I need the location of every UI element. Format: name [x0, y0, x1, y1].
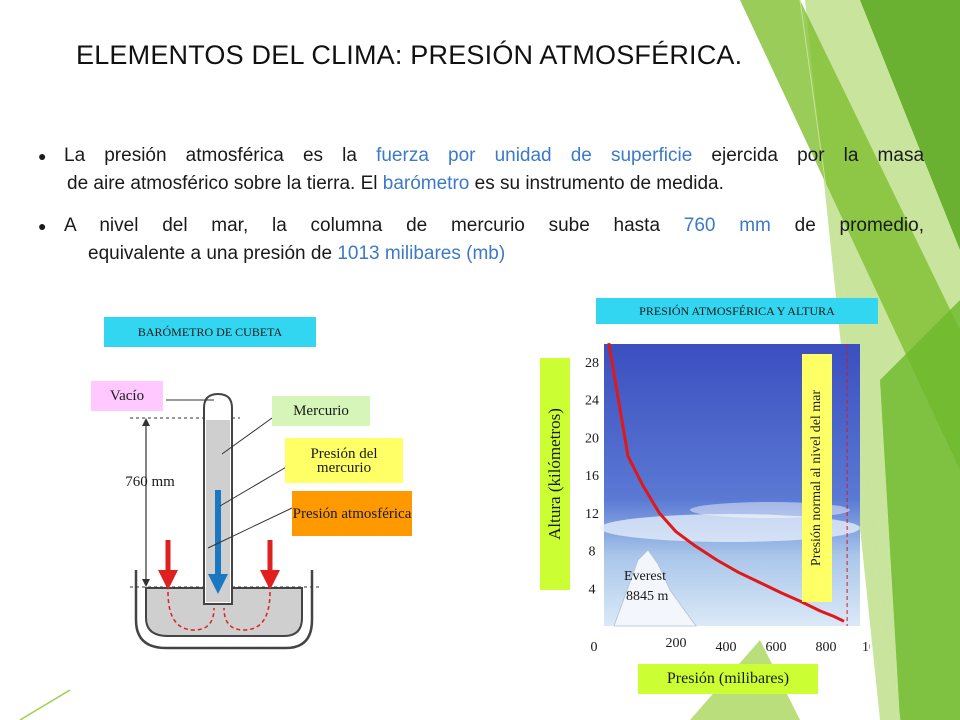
mountain-everest [613, 549, 697, 627]
text: de promedio, [770, 215, 925, 236]
y-axis-label: Altura (kilómetros) [545, 408, 564, 540]
label-presion-atmosferica: Presión atmosférica [292, 491, 412, 536]
arrow-down-icon [142, 579, 150, 587]
x-tick-label: 800 [816, 640, 837, 655]
y-tick-label: 4 [589, 582, 596, 597]
barometer-diagram [130, 392, 320, 650]
reference-label: Presión normal al nivel del mar [809, 389, 824, 567]
bullet-1-line-1: La presión atmosférica es la fuerza por … [64, 142, 924, 170]
text: La presión atmosférica es la [64, 145, 377, 166]
label-presion-mercurio: Presión del mercurio [285, 438, 403, 483]
text: equivalente a una presión de [88, 243, 338, 264]
y-tick-label: 16 [585, 469, 599, 484]
y-tick-label: 24 [585, 394, 599, 409]
x-tick-label: 400 [716, 640, 737, 655]
highlight-text: 760 mm [683, 215, 771, 236]
highlight-text: fuerza por unidad de superficie [376, 145, 693, 166]
leader-presion-mercurio [219, 465, 289, 507]
leader-mercurio [221, 417, 273, 455]
text: ejercida por la masa [692, 145, 925, 166]
page-title: ELEMENTOS DEL CLIMA: PRESIÓN ATMOSFÉRICA… [76, 40, 743, 70]
bullet-1-line-2: de aire atmosférico sobre la tierra. El … [64, 170, 924, 198]
mercury-basin [145, 587, 303, 637]
label-mercurio: Mercurio [272, 396, 370, 426]
text: es su instrumento de medida. [469, 173, 724, 194]
text: A nivel del mar, la columna de mercurio … [64, 215, 684, 236]
y-tick-label: 20 [585, 431, 599, 446]
y-axis-label-box: Altura (kilómetros) [540, 358, 570, 590]
y-tick-label: 28 [585, 356, 599, 371]
barometer-title: BARÓMETRO DE CUBETA [104, 317, 316, 347]
highlight-text: 1013 milibares (mb) [337, 243, 506, 264]
chart-title: PRESIÓN ATMOSFÉRICA Y ALTURA [596, 298, 878, 324]
basin-outline [134, 570, 314, 650]
x-tick-group: 0 200 400 600 800 1000 [591, 636, 871, 655]
flow-left [167, 591, 215, 631]
reference-label-box: Presión normal al nivel del mar [802, 354, 832, 602]
bullet-2-line-2: equivalente a una presión de 1013 miliba… [64, 240, 924, 268]
red-arrow-left-icon [158, 570, 178, 590]
bullet-2: ● A nivel del mar, la columna de mercuri… [38, 212, 924, 268]
label-vacio: Vacío [91, 381, 163, 411]
y-tick-group: 4 8 12 16 20 24 28 [585, 356, 599, 597]
highlight-text: barómetro [382, 173, 470, 194]
y-tick-label: 12 [585, 507, 599, 522]
x-axis-label: Presión (milibares) [638, 664, 818, 694]
x-tick-label: 200 [666, 636, 687, 651]
pressure-curve [607, 342, 845, 623]
everest-height-label: 8845 m [626, 589, 669, 604]
bullet-1: ● La presión atmosférica es la fuerza po… [38, 142, 924, 198]
red-arrow-right-icon [260, 570, 280, 590]
x-tick-label: 600 [766, 640, 787, 655]
label-760mm: 760 mm [125, 474, 175, 490]
text: de aire atmosférico sobre la tierra. El [67, 173, 383, 194]
bullet-2-line-1: A nivel del mar, la columna de mercurio … [64, 212, 924, 240]
x-tick-label: 1000 [862, 640, 870, 655]
arrow-up-icon [142, 418, 150, 426]
series-group [607, 342, 848, 626]
x-tick-label: 0 [591, 640, 598, 655]
bullet-dot-icon: ● [38, 148, 47, 164]
blue-arrow-icon [208, 574, 228, 594]
y-tick-label: 8 [589, 545, 596, 560]
bullet-dot-icon: ● [38, 218, 47, 234]
leader-presion-atmosferica [207, 507, 293, 549]
flow-right [223, 591, 271, 631]
everest-label: Everest [624, 569, 666, 584]
